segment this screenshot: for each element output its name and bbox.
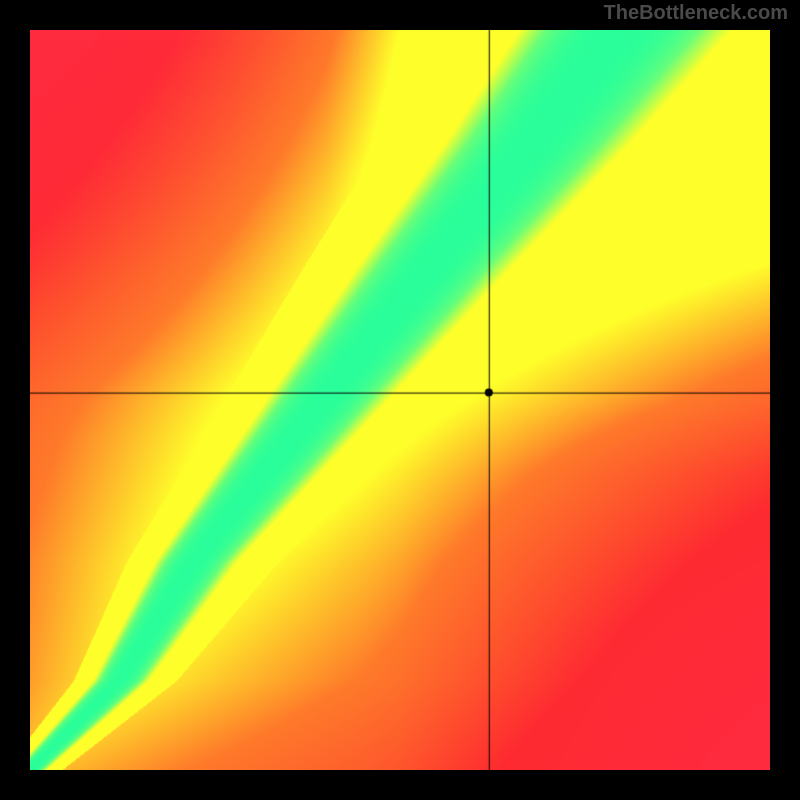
bottleneck-heatmap (30, 30, 770, 770)
watermark-text: TheBottleneck.com (604, 2, 788, 25)
heatmap-canvas (30, 30, 770, 770)
